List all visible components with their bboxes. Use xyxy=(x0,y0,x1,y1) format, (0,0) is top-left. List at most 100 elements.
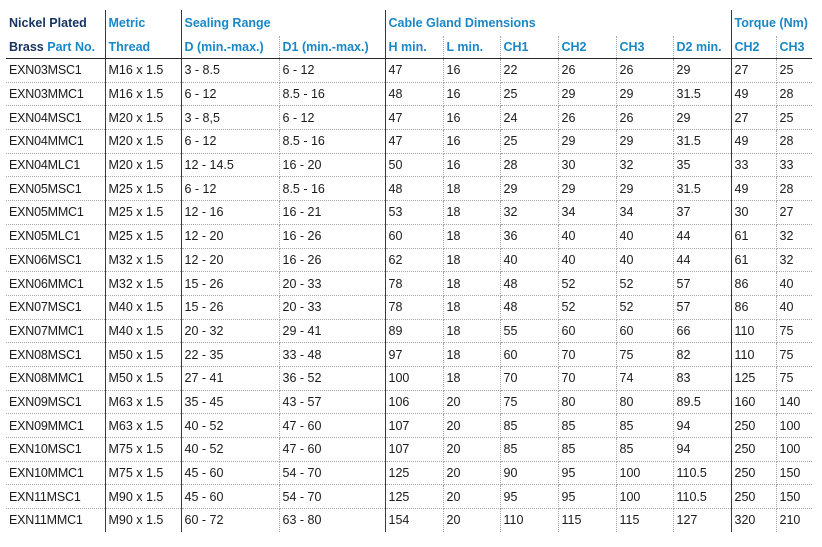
cell-ch3: 60 xyxy=(616,319,674,344)
cell-l-min: 20 xyxy=(443,413,501,438)
cell-h-min: 62 xyxy=(385,248,444,273)
cell-metric-thread: M50 x 1.5 xyxy=(105,366,182,391)
header-row-1: Nickel Plated Metric Sealing Range Cable… xyxy=(6,10,812,36)
cell-l-min: 18 xyxy=(443,200,501,225)
cell-sealing-d: 12 - 20 xyxy=(181,248,280,273)
cell-h-min: 47 xyxy=(385,105,444,131)
cell-d2-min: 29 xyxy=(673,105,732,131)
cell-metric-thread: M16 x 1.5 xyxy=(105,58,182,83)
cell-h-min: 47 xyxy=(385,129,444,154)
cell-ch3: 32 xyxy=(616,153,674,178)
cell-ch3: 29 xyxy=(616,129,674,154)
cell-torque-ch3: 210 xyxy=(779,513,801,528)
cell-torque-ch3: 140 xyxy=(776,390,812,415)
cell-torque-ch3: 40 xyxy=(776,271,812,296)
cell-ch2: 29 xyxy=(558,82,617,107)
cell-l-min: 20 xyxy=(443,461,501,486)
cell-d2-min: 31.5 xyxy=(673,82,732,107)
cell-sealing-d: 20 - 32 xyxy=(181,319,280,344)
cell-d2-min: 44 xyxy=(673,248,732,273)
header-ch1: CH1 xyxy=(500,36,559,59)
cell-ch2: 115 xyxy=(558,508,617,532)
cell-ch1: 75 xyxy=(500,390,559,415)
cell-torque-ch2: 61 xyxy=(731,248,777,273)
cell-ch1: 25 xyxy=(500,82,559,107)
cell-ch3: 26 xyxy=(616,58,674,83)
table-row: EXN05MMC1 M25 x 1.5 12 - 16 16 - 21 53 18 32 34… xyxy=(6,200,812,225)
table-row: EXN05MLC1 M25 x 1.5 12 - 20 16 - 26 60 18 36 40… xyxy=(6,224,812,249)
cell-l-min: 18 xyxy=(443,224,501,249)
cell-metric-thread: M25 x 1.5 xyxy=(105,176,182,202)
cell-torque-ch3: 150 xyxy=(776,461,812,486)
cell-d2-min: 37 xyxy=(673,200,732,225)
cell-torque-ch3: 27 xyxy=(776,200,812,225)
cell-sealing-d1: 63 - 80 xyxy=(279,508,386,532)
cell-ch3: 52 xyxy=(616,271,674,296)
cell-ch1: 70 xyxy=(500,366,559,391)
cell-part-no: EXN09MSC1 xyxy=(6,390,106,415)
cell-ch1: 60 xyxy=(500,342,559,367)
cell-part-no: EXN04MLC1 xyxy=(6,153,106,178)
cell-torque-ch2: 250 xyxy=(731,484,777,510)
table-row: EXN11MSC1 M90 x 1.5 45 - 60 54 - 70 125 20 95 9… xyxy=(6,484,812,510)
cell-metric-thread: M20 x 1.5 xyxy=(105,105,182,131)
cell-sealing-d1: 8.5 - 16 xyxy=(279,82,386,107)
cell-part-no: EXN09MMC1 xyxy=(6,413,106,438)
cell-sealing-d1: 16 - 26 xyxy=(279,248,386,273)
cell-l-min: 18 xyxy=(443,176,501,202)
cell-sealing-d: 12 - 14.5 xyxy=(181,153,280,178)
header-brand-line1: Nickel Plated xyxy=(6,10,106,36)
cell-d2-min: 89.5 xyxy=(673,390,732,415)
cell-metric-thread: M90 x 1.5 xyxy=(105,508,182,532)
cell-h-min: 50 xyxy=(385,153,444,178)
cell-ch3: 52 xyxy=(616,295,674,320)
cell-sealing-d: 45 - 60 xyxy=(181,461,280,486)
cell-torque-ch3: 28 xyxy=(776,176,812,202)
cell-d2-min: 110.5 xyxy=(673,461,732,486)
cell-ch3: 80 xyxy=(616,390,674,415)
table-row: EXN07MMC1 M40 x 1.5 20 - 32 29 - 41 89 18 55 60… xyxy=(6,319,812,344)
cell-ch3: 100 xyxy=(616,461,674,486)
cell-d2-min: 31.5 xyxy=(673,129,732,154)
cell-metric-thread: M16 x 1.5 xyxy=(105,82,182,107)
cell-sealing-d1: 29 - 41 xyxy=(279,319,386,344)
header-metric-line1: Metric xyxy=(105,10,182,36)
header-sealing-d: D (min.-max.) xyxy=(181,36,280,59)
cell-h-min: 106 xyxy=(385,390,444,415)
cell-ch1: 24 xyxy=(500,105,559,131)
cell-sealing-d1: 33 - 48 xyxy=(279,342,386,367)
cell-h-min: 48 xyxy=(385,82,444,107)
cell-ch1: 48 xyxy=(500,271,559,296)
cell-metric-thread: M40 x 1.5 xyxy=(105,295,182,320)
cell-sealing-d: 40 - 52 xyxy=(181,437,280,462)
cell-d2-min: 31.5 xyxy=(673,176,732,202)
table-row: EXN04MMC1 M20 x 1.5 6 - 12 8.5 - 16 47 16 25 29… xyxy=(6,129,812,154)
cell-sealing-d: 12 - 20 xyxy=(181,224,280,249)
table-row: EXN04MSC1 M20 x 1.5 3 - 8,5 6 - 12 47 16 24 26 2… xyxy=(6,105,812,131)
cell-torque-ch2: 110 xyxy=(731,319,777,344)
table-row: EXN09MMC1 M63 x 1.5 40 - 52 47 - 60 107 20 85 8… xyxy=(6,413,812,438)
cell-part-no: EXN08MSC1 xyxy=(6,342,106,367)
cell-part-no: EXN10MSC1 xyxy=(6,437,106,462)
cell-sealing-d1: 47 - 60 xyxy=(279,437,386,462)
cell-d2-min: 57 xyxy=(673,295,732,320)
header-sealing-d1: D1 (min.-max.) xyxy=(279,36,386,59)
cell-d2-min: 44 xyxy=(673,224,732,249)
cell-ch2: 40 xyxy=(558,248,617,273)
cell-d2-min: 94 xyxy=(673,437,732,462)
header-ch3: CH3 xyxy=(616,36,674,59)
cell-l-min: 18 xyxy=(443,342,501,367)
cell-ch3: 34 xyxy=(616,200,674,225)
cell-ch2: 52 xyxy=(558,295,617,320)
cell-part-no: EXN11MMC1 xyxy=(6,508,106,532)
cell-ch1: 95 xyxy=(500,484,559,510)
cell-ch2: 29 xyxy=(558,176,617,202)
cell-sealing-d1: 16 - 20 xyxy=(279,153,386,178)
cell-metric-thread: M63 x 1.5 xyxy=(105,413,182,438)
cell-l-min: 18 xyxy=(443,271,501,296)
cell-torque-ch2: 49 xyxy=(731,82,777,107)
cell-ch1: 28 xyxy=(500,153,559,178)
cell-torque-ch2: 30 xyxy=(731,200,777,225)
table-row: EXN04MLC1 M20 x 1.5 12 - 14.5 16 - 20 50 16 28… xyxy=(6,153,812,178)
cell-ch3: 75 xyxy=(616,342,674,367)
